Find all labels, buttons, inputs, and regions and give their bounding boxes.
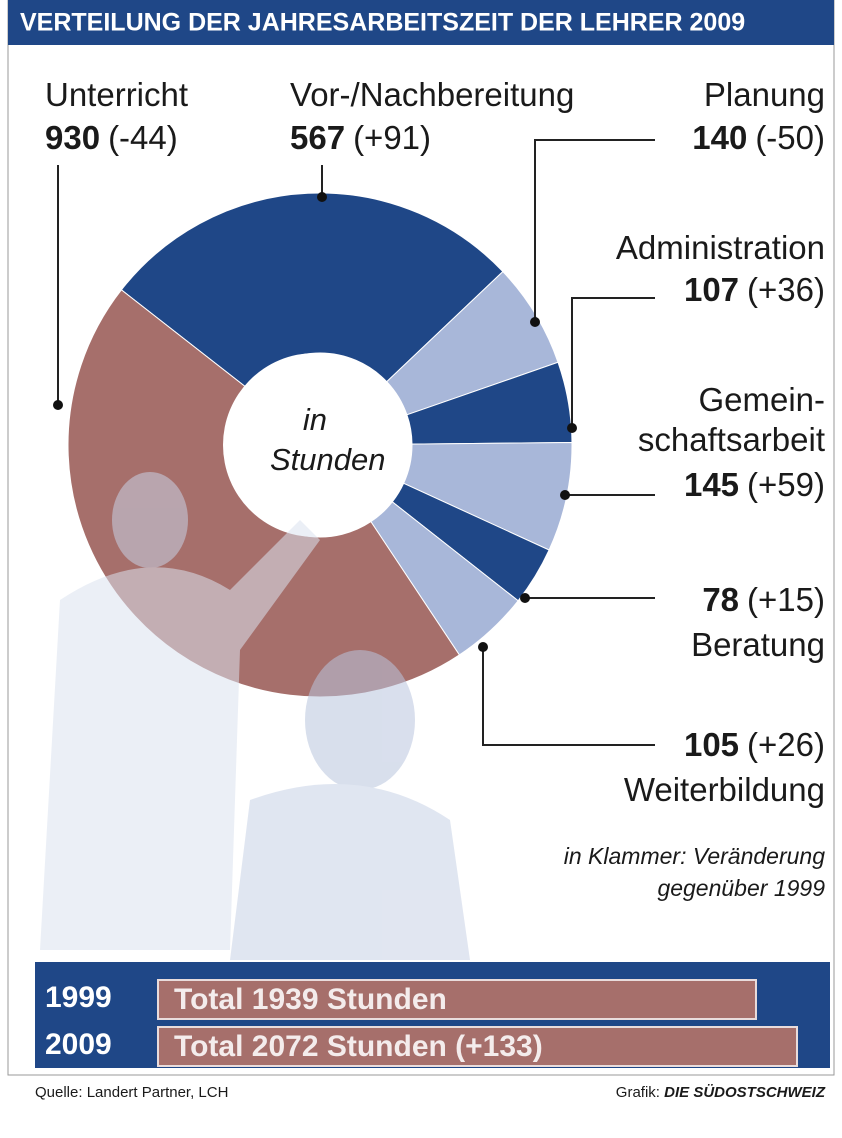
category-label: Planung [704,75,825,115]
value: 145 [684,466,739,503]
category-label: Unterricht [45,75,188,115]
category-label: Administration [616,228,825,268]
change: (+59) [747,466,825,503]
source: Quelle: Landert Partner, LCH [35,1084,228,1102]
change: (-50) [755,119,825,156]
chart-title: VERTEILUNG DER JAHRESARBEITSZEIT DER LEH… [20,9,745,37]
year-label: 2009 [45,1028,112,1061]
leader-dot [520,593,530,603]
value-label: 930(-44) [45,118,178,158]
value: 930 [45,119,100,156]
page: VERTEILUNG DER JAHRESARBEITSZEIT DER LEH… [0,0,842,1138]
category-label: Beratung [691,625,825,665]
bar-label: Total 1939 Stunden [174,983,447,1016]
value-label: 567(+91) [290,118,431,158]
credit: Grafik: DIE SÜDOSTSCHWEIZ [616,1084,825,1102]
value: 567 [290,119,345,156]
value: 105 [684,726,739,763]
leader-dot [567,423,577,433]
credit-label: Grafik: [616,1084,660,1101]
change: (+15) [747,581,825,618]
leader-dot [530,317,540,327]
change: (-44) [108,119,178,156]
credit-brand: DIE SÜDOSTSCHWEIZ [664,1084,825,1101]
leader-dot [560,490,570,500]
bar-label: Total 2072 Stunden (+133) [174,1030,543,1063]
change: (+91) [353,119,431,156]
leader-line [483,647,655,745]
leader-dot [478,642,488,652]
category-label: Weiterbildung [624,770,825,810]
change: (+36) [747,271,825,308]
leader-dot [317,192,327,202]
value: 78 [702,581,739,618]
value-label: 105(+26) [684,725,825,765]
leader-dot [53,400,63,410]
note: in Klammer: Veränderung gegenüber 1999 [564,840,825,904]
chart: VERTEILUNG DER JAHRESARBEITSZEIT DER LEH… [0,0,842,1138]
value-label: 140(-50) [692,118,825,158]
value-label: 78(+15) [702,580,825,620]
value-label: 107(+36) [684,270,825,310]
value-label: 145(+59) [684,465,825,505]
value: 107 [684,271,739,308]
year-label: 1999 [45,981,112,1014]
category-label: Vor-/Nachbereitung [290,75,574,115]
center-label: in Stunden [270,400,360,480]
value: 140 [692,119,747,156]
change: (+26) [747,726,825,763]
category-label: Gemein- schaftsarbeit [638,380,825,460]
